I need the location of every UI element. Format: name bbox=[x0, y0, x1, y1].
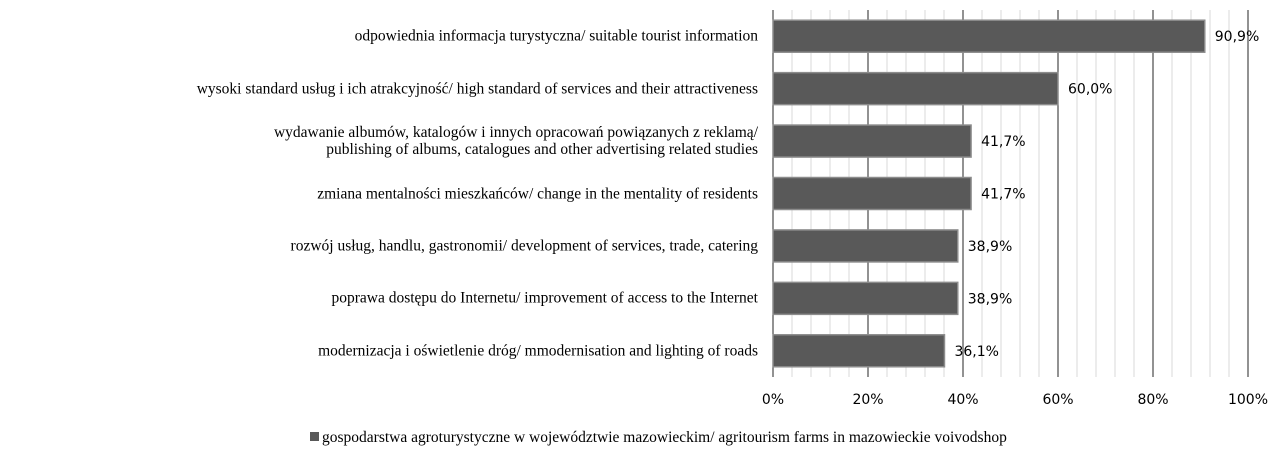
category-label: rozwój usług, handlu, gastronomii/ devel… bbox=[290, 237, 758, 255]
value-label: 60,0% bbox=[1068, 82, 1112, 98]
category-label: zmiana mentalności mieszkańców/ change i… bbox=[317, 185, 758, 202]
bar bbox=[772, 229, 959, 263]
x-tick-label: 20% bbox=[852, 392, 883, 408]
value-label: 41,7% bbox=[981, 134, 1025, 150]
bar bbox=[772, 281, 959, 316]
value-label: 36,1% bbox=[954, 344, 998, 360]
bar bbox=[772, 334, 946, 368]
category-label: modernizacja i oświetlenie dróg/ mmodern… bbox=[318, 342, 758, 360]
category-label: odpowiednia informacja turystyczna/ suit… bbox=[354, 27, 758, 45]
value-label: 90,9% bbox=[1215, 29, 1259, 45]
value-label: 41,7% bbox=[981, 187, 1025, 203]
legend-label: gospodarstwa agroturystyczne w województ… bbox=[322, 429, 1007, 446]
x-tick-label: 100% bbox=[1228, 392, 1268, 408]
bar bbox=[772, 19, 1206, 53]
value-label: 38,9% bbox=[968, 239, 1012, 255]
x-tick-label: 80% bbox=[1137, 392, 1168, 408]
category-label: wydawanie albumów, katalogów i innych op… bbox=[273, 124, 758, 159]
bar bbox=[772, 71, 1059, 106]
category-label: poprawa dostępu do Internetu/ improvemen… bbox=[331, 289, 758, 307]
category-label: wysoki standard usług i ich atrakcyjność… bbox=[196, 80, 758, 98]
x-tick-label: 0% bbox=[762, 392, 784, 408]
x-tick-label: 40% bbox=[947, 392, 978, 408]
bar bbox=[772, 176, 972, 211]
legend-swatch bbox=[310, 432, 319, 441]
value-label: 38,9% bbox=[968, 291, 1012, 307]
bar bbox=[772, 124, 972, 158]
x-tick-label: 60% bbox=[1042, 392, 1073, 408]
